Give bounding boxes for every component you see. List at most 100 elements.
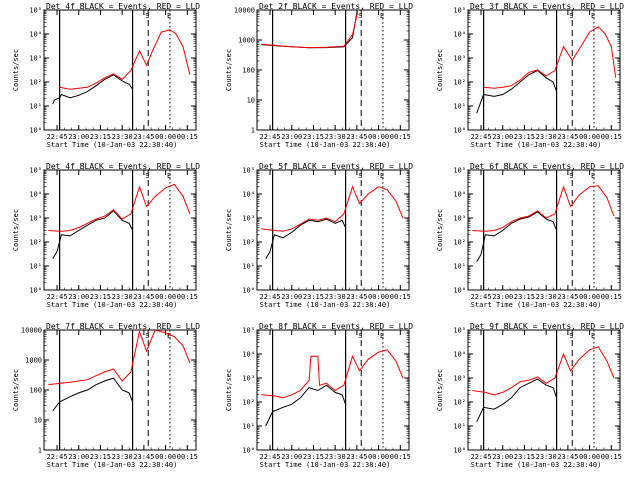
x-tick-label: 23:15 xyxy=(90,293,111,301)
x-tick-label: 23:45 xyxy=(346,293,367,301)
y-tick-label: 10³ xyxy=(29,55,42,63)
series-line-lld xyxy=(48,183,191,232)
chart-panel-6: Det 6f BLACK = Events, RED = LLD 10⁰ 10¹ 10… xyxy=(436,162,624,309)
x-tick-label: 23:30 xyxy=(536,293,557,301)
marker-label-end: E xyxy=(167,172,171,180)
x-tick-label: 23:45 xyxy=(557,293,578,301)
chart-title: Det 5f BLACK = Events, RED = LLD xyxy=(259,162,413,171)
series-line-lld xyxy=(261,11,359,49)
y-tick-label: 100 xyxy=(242,67,255,75)
plot-frame xyxy=(467,9,621,131)
chart-title: Det 7f BLACK = Events, RED = LLD xyxy=(46,322,200,331)
x-tick-label: 22:45 xyxy=(259,453,280,461)
x-axis-label: Start Time (10-Jan-03 22:38:40) xyxy=(471,301,602,309)
x-tick-label: 23:00 xyxy=(281,453,302,461)
chart-title: Det 4f BLACK = Events, RED = LLD xyxy=(46,162,200,171)
x-tick-label: 00:00 xyxy=(155,453,176,461)
x-axis-label: Start Time (10-Jan-03 22:38:40) xyxy=(47,301,178,309)
series-line-events xyxy=(476,211,558,263)
x-tick-label: 22:45 xyxy=(46,133,67,141)
y-tick-label: 10⁴ xyxy=(453,191,466,199)
y-axis-label: Counts/sec xyxy=(436,369,444,411)
x-tick-label: 23:00 xyxy=(281,293,302,301)
series-line-events xyxy=(476,378,558,423)
x-tick-label: 00:15 xyxy=(390,293,411,301)
y-tick-label: 1000 xyxy=(25,357,42,365)
y-tick-label: 10⁰ xyxy=(453,447,466,455)
marker-label-start: S xyxy=(569,332,573,340)
x-tick-label: 00:00 xyxy=(155,133,176,141)
x-tick-label: 23:30 xyxy=(112,133,133,141)
y-tick-label: 10¹ xyxy=(453,103,466,111)
y-tick-label: 10 xyxy=(34,417,42,425)
series-line-lld xyxy=(472,346,615,396)
y-tick-label: 10² xyxy=(453,79,466,87)
plot-frame xyxy=(256,169,410,291)
marker-label-start: S xyxy=(358,332,362,340)
series-line-events xyxy=(52,74,134,105)
y-tick-label: 10⁵ xyxy=(453,7,466,15)
x-tick-label: 23:30 xyxy=(325,453,346,461)
y-tick-label: 10² xyxy=(242,239,255,247)
y-tick-label: 10³ xyxy=(242,375,255,383)
x-tick-label: 22:45 xyxy=(470,133,491,141)
y-tick-label: 10⁰ xyxy=(453,127,466,135)
y-tick-label: 10⁵ xyxy=(453,167,466,175)
y-tick-label: 10¹ xyxy=(242,423,255,431)
y-tick-label: 10³ xyxy=(29,215,42,223)
x-tick-label: 00:15 xyxy=(601,293,622,301)
series-line-events xyxy=(52,210,134,260)
marker-label-start: S xyxy=(145,332,149,340)
x-axis-label: Start Time (10-Jan-03 22:38:40) xyxy=(260,301,391,309)
x-tick-label: 23:00 xyxy=(492,453,513,461)
marker-label-end: E xyxy=(380,12,384,20)
y-tick-label: 10⁴ xyxy=(453,31,466,39)
x-tick-label: 23:45 xyxy=(557,453,578,461)
x-tick-label: 23:15 xyxy=(303,293,324,301)
chart-panel-4: Det 4f BLACK = Events, RED = LLD 10⁰ 10¹ 10… xyxy=(12,162,200,309)
marker-label-end: E xyxy=(591,332,595,340)
x-axis-label: Start Time (10-Jan-03 22:38:40) xyxy=(47,141,178,149)
y-tick-label: 10² xyxy=(29,79,42,87)
y-tick-label: 10⁴ xyxy=(242,351,255,359)
y-tick-label: 10⁰ xyxy=(242,447,255,455)
marker-label-end: E xyxy=(167,12,171,20)
plot-frame xyxy=(43,9,197,131)
series-line-events xyxy=(265,218,347,260)
x-tick-label: 22:45 xyxy=(46,293,67,301)
y-axis-label: Counts/sec xyxy=(436,209,444,251)
x-tick-label: 22:45 xyxy=(259,133,280,141)
y-tick-label: 10² xyxy=(453,399,466,407)
x-tick-label: 00:00 xyxy=(155,293,176,301)
x-tick-label: 23:30 xyxy=(325,293,346,301)
y-axis-label: Counts/sec xyxy=(225,369,233,411)
y-tick-label: 100 xyxy=(29,387,42,395)
chart-title: Det 8f BLACK = Events, RED = LLD xyxy=(259,322,413,331)
y-tick-label: 10⁴ xyxy=(29,31,42,39)
x-tick-label: 00:15 xyxy=(177,293,198,301)
x-tick-label: 00:15 xyxy=(390,453,411,461)
chart-panel-3: Det 3f BLACK = Events, RED = LLD 10⁰ 10¹ 10… xyxy=(436,2,624,149)
y-tick-label: 10⁵ xyxy=(453,327,466,335)
chart-title: Det 6f BLACK = Events, RED = LLD xyxy=(470,162,624,171)
x-tick-label: 23:30 xyxy=(325,133,346,141)
marker-label-end: E xyxy=(167,332,171,340)
y-tick-label: 10⁴ xyxy=(242,191,255,199)
series-line-events xyxy=(476,69,558,114)
x-tick-label: 23:15 xyxy=(303,453,324,461)
y-tick-label: 10² xyxy=(29,239,42,247)
series-line-events xyxy=(265,384,347,427)
y-axis-label: Counts/sec xyxy=(225,209,233,251)
marker-label-end: E xyxy=(591,12,595,20)
y-tick-label: 10⁵ xyxy=(242,327,255,335)
series-line-lld xyxy=(472,185,615,232)
x-tick-label: 23:15 xyxy=(514,293,535,301)
x-tick-label: 23:15 xyxy=(514,453,535,461)
y-tick-label: 10⁰ xyxy=(242,287,255,295)
x-tick-label: 23:00 xyxy=(68,133,89,141)
x-tick-label: 23:15 xyxy=(303,133,324,141)
y-tick-label: 10000 xyxy=(21,327,42,335)
y-tick-label: 10³ xyxy=(453,55,466,63)
y-tick-label: 10¹ xyxy=(453,263,466,271)
y-tick-label: 10⁰ xyxy=(29,127,42,135)
